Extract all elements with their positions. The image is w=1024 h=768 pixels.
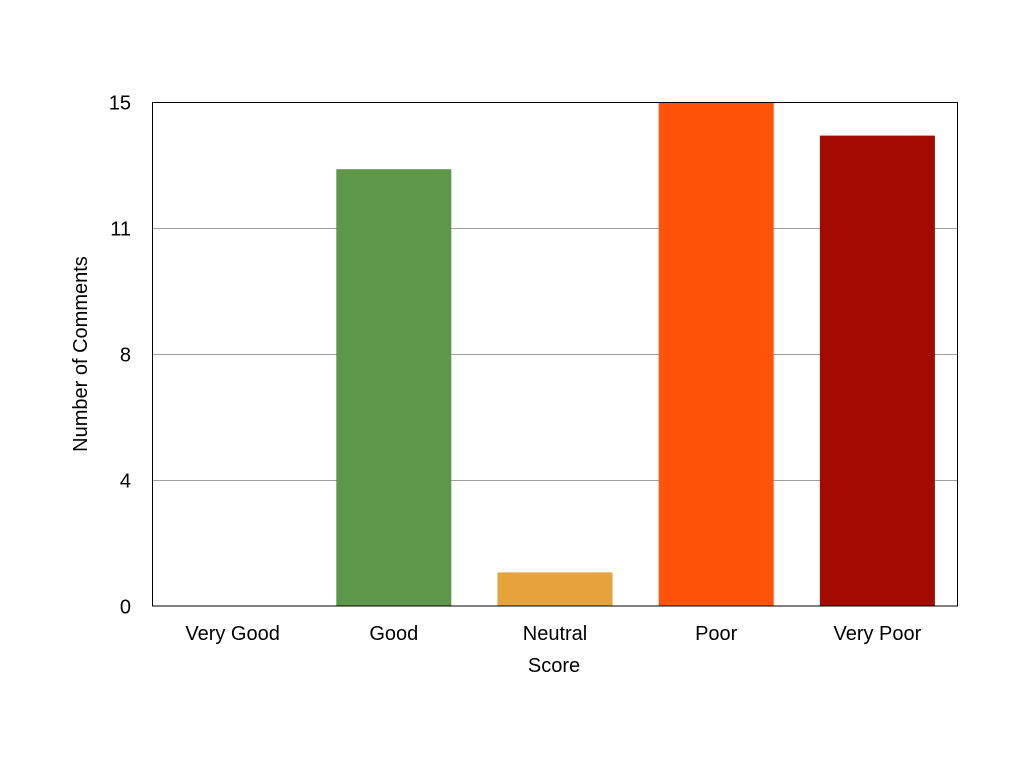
bars <box>336 102 935 606</box>
y-tick-label: 11 <box>110 219 131 241</box>
bar-good <box>336 169 452 606</box>
bar-poor <box>658 102 774 606</box>
x-tick-label: Very Poor <box>833 623 921 645</box>
x-tick-label: Neutral <box>523 623 587 645</box>
y-axis-label: Number of Comments <box>70 256 92 452</box>
y-tick-label: 0 <box>120 597 131 619</box>
y-tick-label: 15 <box>109 93 131 115</box>
plot-area-frame <box>152 102 958 607</box>
x-tick-label: Poor <box>695 623 738 645</box>
y-tick-labels: 0 4 8 11 15 <box>109 93 131 619</box>
x-tick-label: Good <box>369 623 418 645</box>
x-tick-label: Very Good <box>185 623 280 645</box>
y-tick-label: 4 <box>120 471 131 493</box>
bar-very-poor <box>819 135 935 606</box>
x-axis-label: Score <box>528 655 580 677</box>
y-tick-label: 8 <box>120 345 131 367</box>
x-tick-labels: Very Good Good Neutral Poor Very Poor <box>185 623 921 645</box>
bar-neutral <box>497 572 613 606</box>
